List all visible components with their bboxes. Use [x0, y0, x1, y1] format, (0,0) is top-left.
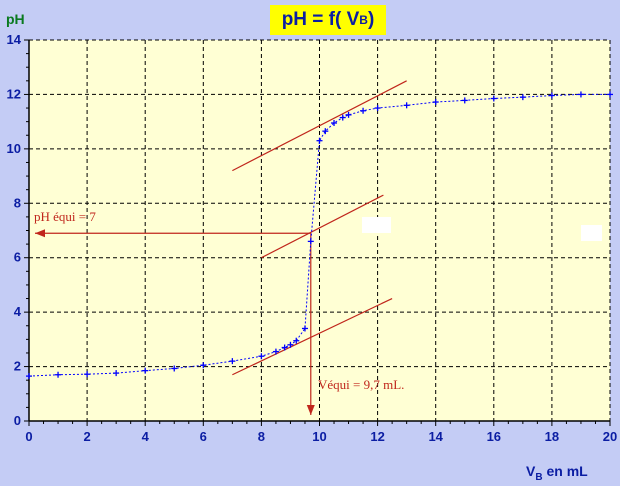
x-tick-label: 20 — [603, 429, 617, 444]
tangent-line — [232, 80, 407, 172]
data-point — [345, 111, 352, 118]
y-tick-label: 6 — [14, 250, 21, 265]
x-tick-label: 8 — [258, 429, 265, 444]
ph-equivalence-annotation: pH équi = 7 — [34, 209, 96, 224]
data-point — [490, 95, 497, 102]
data-point — [360, 107, 367, 114]
data-point — [577, 91, 584, 98]
data-point — [322, 128, 329, 135]
y-tick-label: 12 — [7, 86, 21, 101]
x-tick-label: 12 — [370, 429, 384, 444]
chart-title: pH = f( V B) — [270, 5, 386, 35]
ph-arrowhead — [35, 229, 45, 238]
data-point — [607, 91, 613, 98]
y-tick-label: 4 — [14, 304, 22, 319]
data-point — [519, 94, 526, 101]
x-tick-label: 14 — [428, 429, 443, 444]
v-equivalence-annotation: Véqui = 9,7 mL. — [318, 377, 404, 392]
blank-label-box — [581, 225, 602, 241]
series-connector — [28, 93, 610, 377]
y-tick-label: 10 — [7, 141, 21, 156]
x-tick-label: 16 — [487, 429, 501, 444]
data-point — [548, 92, 555, 99]
x-tick-label: 10 — [312, 429, 326, 444]
data-point — [229, 358, 236, 365]
data-point — [432, 99, 439, 106]
data-point — [84, 371, 91, 378]
data-point — [55, 371, 62, 378]
axes — [24, 39, 611, 426]
data-point — [272, 348, 279, 355]
tick-labels: 0 2 4 6 8 10 12 14 16 18 20 0 2 4 6 8 10 12 14 — [7, 32, 618, 444]
data-point — [142, 367, 149, 374]
data-point — [374, 105, 381, 112]
data-point — [307, 238, 314, 245]
blank-label-box — [362, 217, 391, 233]
x-tick-label: 4 — [142, 429, 150, 444]
data-point — [113, 370, 120, 377]
equivalence-guides — [35, 229, 315, 415]
data-point — [171, 365, 178, 372]
y-axis-label: pH — [6, 11, 25, 27]
data-point — [331, 120, 338, 127]
chart-title-end: ) — [367, 9, 375, 30]
x-tick-label: 6 — [200, 429, 207, 444]
data-point — [293, 337, 300, 344]
x-axis-label-rest: en mL — [543, 463, 589, 479]
data-point — [287, 341, 294, 348]
data-point — [403, 102, 410, 109]
tangent-line — [261, 194, 384, 259]
y-tick-label: 2 — [14, 359, 21, 374]
v-arrowhead — [306, 405, 315, 415]
x-axis-label-subscript: B — [535, 472, 542, 483]
x-tick-label: 0 — [25, 429, 32, 444]
data-point — [258, 353, 265, 360]
y-tick-label: 14 — [7, 32, 22, 47]
x-tick-label: 18 — [545, 429, 559, 444]
blank-labels — [362, 217, 602, 241]
data-point — [281, 344, 288, 351]
tangent-lines — [232, 80, 407, 376]
y-tick-label: 0 — [14, 413, 21, 428]
data-point — [200, 362, 207, 369]
x-axis-label-main: V — [526, 463, 536, 479]
data-point — [316, 137, 323, 144]
data-point — [26, 373, 32, 380]
chart-title-subscript: B — [359, 13, 368, 27]
x-axis-label: VB en mL — [526, 463, 588, 483]
data-point — [301, 325, 308, 332]
data-point — [461, 97, 468, 104]
data-point — [339, 114, 346, 121]
y-tick-label: 8 — [14, 195, 21, 210]
tangent-line — [232, 297, 393, 376]
x-tick-label: 2 — [83, 429, 90, 444]
chart-title-main: pH = f( V — [281, 9, 360, 30]
data-points — [26, 91, 613, 380]
